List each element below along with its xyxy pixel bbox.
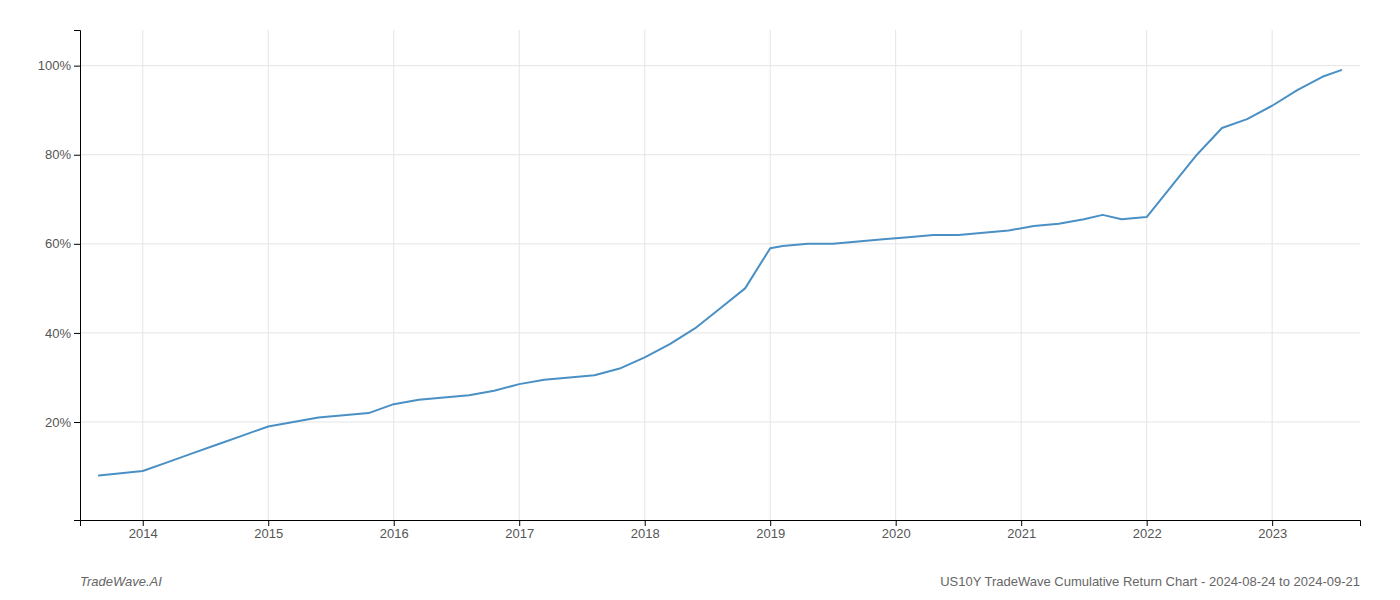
y-axis: 20% 40% 60% 80% 100%	[38, 31, 81, 521]
x-tick: 2015	[254, 520, 283, 541]
x-tick-mark	[770, 520, 771, 526]
x-tick-label: 2019	[756, 526, 785, 541]
grid-line-x	[1021, 30, 1022, 520]
grid-line-x	[268, 30, 269, 520]
plot-area	[99, 70, 1341, 475]
line	[99, 70, 1341, 475]
y-tick-label: 80%	[45, 147, 71, 162]
x-tick: 2022	[1133, 520, 1162, 541]
x-tick-mark	[268, 520, 269, 526]
x-tick: 2018	[631, 520, 660, 541]
grid	[80, 30, 1360, 520]
y-tick-mark	[74, 66, 80, 67]
y-tick-mark	[74, 244, 80, 245]
grid-line-x	[770, 30, 771, 520]
title: US10Y TradeWave Cumulative Return Chart …	[940, 574, 1360, 589]
grid-line-y	[80, 154, 1360, 155]
grid-line-x	[895, 30, 896, 520]
x-tick-label: 2017	[505, 526, 534, 541]
x-axis-line	[81, 521, 1361, 527]
x-tick-label: 2014	[129, 526, 158, 541]
grid-line-x	[519, 30, 520, 520]
x-tick: 2021	[1007, 520, 1036, 541]
grid-line-y	[80, 243, 1360, 244]
x-tick-mark	[1021, 520, 1022, 526]
y-tick-label: 20%	[45, 415, 71, 430]
y-tick-mark	[74, 333, 80, 334]
x-tick: 2019	[756, 520, 785, 541]
x-tick-mark	[645, 520, 646, 526]
grid-line-y	[80, 422, 1360, 423]
y-tick: 20%	[45, 415, 80, 430]
grid-line-x	[142, 30, 143, 520]
x-tick-label: 2018	[631, 526, 660, 541]
y-tick-mark	[74, 155, 80, 156]
y-tick: 60%	[45, 236, 80, 251]
y-tick-mark	[74, 422, 80, 423]
x-tick-mark	[1272, 520, 1273, 526]
x-tick-label: 2021	[1007, 526, 1036, 541]
x-tick-label: 2022	[1133, 526, 1162, 541]
y-tick-label: 40%	[45, 326, 71, 341]
x-tick-label: 2015	[254, 526, 283, 541]
x-tick-label: 2016	[380, 526, 409, 541]
x-tick: 2017	[505, 520, 534, 541]
x-tick-mark	[1147, 520, 1148, 526]
y-tick: 80%	[45, 147, 80, 162]
grid-line-x	[644, 30, 645, 520]
x-tick: 2014	[129, 520, 158, 541]
x-tick-label: 2020	[882, 526, 911, 541]
annotation: TradeWave.AI	[80, 574, 162, 589]
x-tick-mark	[394, 520, 395, 526]
grid-line-x	[393, 30, 394, 520]
y-tick: 40%	[45, 326, 80, 341]
chart: 2014 2015 2016 2017 2018 2019 2020 2021 2022 2023…	[0, 0, 1400, 600]
y-tick-label: 60%	[45, 236, 71, 251]
x-tick: 2020	[882, 520, 911, 541]
x-tick-mark	[896, 520, 897, 526]
y-tick: 100%	[38, 58, 80, 73]
grid-line-x	[1146, 30, 1147, 520]
grid-line-y	[80, 332, 1360, 333]
x-tick-label: 2023	[1258, 526, 1287, 541]
grid-line-y	[80, 65, 1360, 66]
x-tick-mark	[519, 520, 520, 526]
texts: TradeWave.AI US10Y TradeWave Cumulative R…	[80, 574, 1360, 589]
y-axis-line	[74, 31, 81, 521]
x-tick: 2023	[1258, 520, 1287, 541]
x-tick: 2016	[380, 520, 409, 541]
grid-line-x	[1272, 30, 1273, 520]
x-axis: 2014 2015 2016 2017 2018 2019 2020 2021 2022 2023	[81, 520, 1361, 541]
x-tick-mark	[143, 520, 144, 526]
y-tick-label: 100%	[38, 58, 72, 73]
